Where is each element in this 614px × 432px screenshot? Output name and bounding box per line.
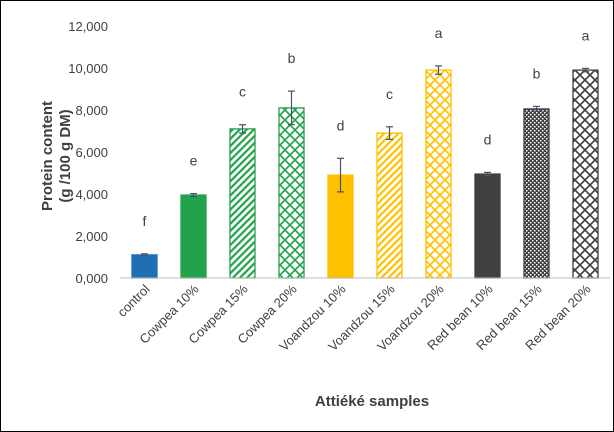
bar [229, 128, 256, 279]
bar [523, 108, 550, 279]
x-axis-title: Attiéké samples [315, 393, 429, 410]
significance-letter: b [533, 65, 541, 81]
bar [425, 69, 452, 279]
significance-letter: d [484, 131, 492, 147]
error-bar [484, 171, 491, 177]
significance-letter: c [239, 84, 246, 100]
significance-letter: f [143, 213, 147, 229]
y-tick-label: 6,000 [75, 145, 108, 160]
error-bar [190, 192, 197, 198]
significance-letter: d [337, 117, 345, 133]
y-tick-label: 4,000 [75, 187, 108, 202]
error-bar [533, 105, 540, 113]
error-bar [288, 90, 295, 126]
bar [278, 107, 305, 279]
y-axis-ticks: 0,000 2,000 4,000 6,000 8,000 10,000 12,000 [68, 19, 108, 286]
significance-letter: a [435, 25, 443, 41]
significance-letters: f e c b d c a d b a [143, 25, 590, 229]
x-tick-label: control [114, 281, 152, 319]
error-bar [386, 126, 393, 140]
y-tick-label: 8,000 [75, 103, 108, 118]
error-bar [337, 157, 344, 193]
y-tick-label: 0,000 [75, 271, 108, 286]
significance-letter: a [582, 27, 590, 43]
significance-letter: e [190, 153, 198, 169]
error-bar [582, 67, 589, 73]
bar [131, 254, 158, 279]
y-tick-label: 10,000 [68, 61, 108, 76]
bar [474, 173, 501, 279]
bar-series [131, 69, 599, 279]
y-axis-title-line1: Protein content [39, 101, 56, 211]
error-bar [435, 65, 442, 75]
y-tick-label: 12,000 [68, 19, 108, 34]
y-axis-title-line2: (g /100 g DM) [57, 109, 74, 202]
y-tick-label: 2,000 [75, 229, 108, 244]
error-bar [141, 253, 148, 257]
error-bar [239, 124, 246, 134]
error-bars [141, 65, 589, 257]
significance-letter: b [288, 50, 296, 66]
bar [572, 69, 599, 279]
bar [180, 194, 207, 279]
bar [376, 132, 403, 279]
significance-letter: c [386, 86, 393, 102]
